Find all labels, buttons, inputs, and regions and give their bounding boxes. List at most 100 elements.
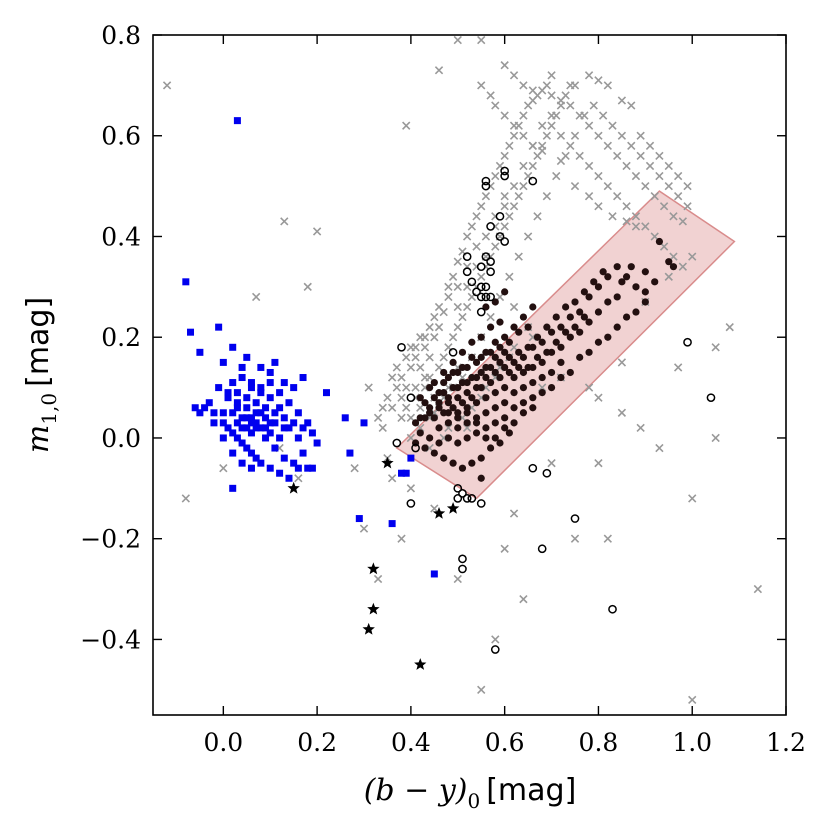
data-point [257, 389, 265, 397]
data-point [280, 379, 288, 387]
data-point [538, 338, 546, 346]
data-point [449, 404, 457, 412]
data-point [486, 312, 495, 322]
x-axis-label-math: (b − y) [364, 773, 468, 808]
data-point [515, 328, 523, 336]
data-point [322, 389, 330, 397]
data-point [622, 217, 631, 226]
data-point [495, 232, 505, 241]
selection-polygon [395, 190, 736, 500]
data-point [566, 81, 575, 90]
data-point [604, 333, 612, 341]
data-point [585, 348, 593, 356]
data-point [519, 81, 528, 90]
data-point [355, 515, 363, 523]
data-point [655, 171, 664, 181]
x-tick-label: 1.2 [766, 728, 806, 757]
data-point [462, 302, 472, 312]
data-point [590, 278, 598, 286]
data-point [501, 363, 509, 372]
data-point [243, 394, 251, 402]
data-point [491, 635, 500, 644]
data-point [487, 444, 495, 452]
data-point [482, 394, 490, 402]
data-point [688, 252, 697, 261]
data-point [416, 429, 424, 437]
data-point [519, 111, 528, 120]
data-point [608, 121, 617, 130]
data-point [444, 399, 452, 407]
data-point [397, 413, 406, 422]
data-point [308, 464, 316, 472]
data-point [434, 66, 444, 75]
data-point [439, 353, 448, 362]
data-point [570, 131, 580, 140]
data-point [533, 151, 542, 161]
data-point [453, 302, 462, 312]
data-point [201, 404, 209, 412]
data-point [458, 363, 467, 372]
data-point [509, 202, 519, 211]
data-point [420, 333, 430, 342]
data-point [454, 424, 462, 432]
data-point [238, 459, 246, 467]
data-point [481, 252, 491, 261]
data-point [229, 449, 237, 457]
series-stars [287, 456, 460, 670]
data-point [448, 272, 458, 281]
data-point [571, 298, 579, 306]
series-selected-members [411, 237, 678, 482]
data-point [402, 121, 411, 130]
data-point [402, 383, 411, 392]
data-point [519, 131, 528, 140]
data-point [290, 459, 298, 467]
data-point [411, 419, 420, 427]
data-point [252, 454, 260, 462]
data-point [613, 293, 621, 301]
data-point [252, 424, 260, 432]
data-point [631, 222, 641, 231]
data-point [257, 459, 265, 467]
data-point [444, 373, 452, 382]
data-point [486, 222, 495, 231]
data-point [257, 384, 265, 392]
data-point [542, 468, 552, 478]
data-point [599, 268, 607, 276]
data-point [271, 444, 279, 452]
data-point [542, 131, 552, 140]
data-point [280, 217, 289, 226]
data-point [519, 409, 528, 417]
data-point [392, 438, 402, 448]
data-point [482, 409, 490, 417]
data-point [673, 171, 683, 181]
data-point [406, 499, 416, 508]
data-point [500, 166, 510, 176]
data-point [467, 494, 477, 503]
data-point [458, 348, 467, 356]
data-point [229, 484, 237, 492]
data-point [426, 434, 434, 442]
data-point [557, 323, 565, 331]
data-point [523, 232, 533, 241]
data-point [632, 283, 640, 291]
data-point [467, 222, 477, 231]
data-point [420, 373, 430, 382]
data-point [664, 161, 673, 171]
data-point [496, 439, 504, 447]
selection-band [395, 190, 736, 500]
data-point [594, 76, 603, 85]
data-point [435, 404, 443, 412]
data-point [547, 111, 556, 120]
data-point [496, 358, 504, 367]
data-point [416, 394, 424, 402]
data-point [481, 192, 491, 201]
x-axis-label-unit: [mag] [486, 773, 576, 808]
data-point [440, 368, 448, 377]
data-point [482, 424, 490, 432]
data-point [547, 458, 556, 468]
data-point [664, 272, 673, 281]
data-point [359, 524, 369, 533]
data-point [557, 343, 565, 351]
data-point [538, 121, 547, 130]
data-point [360, 419, 368, 427]
